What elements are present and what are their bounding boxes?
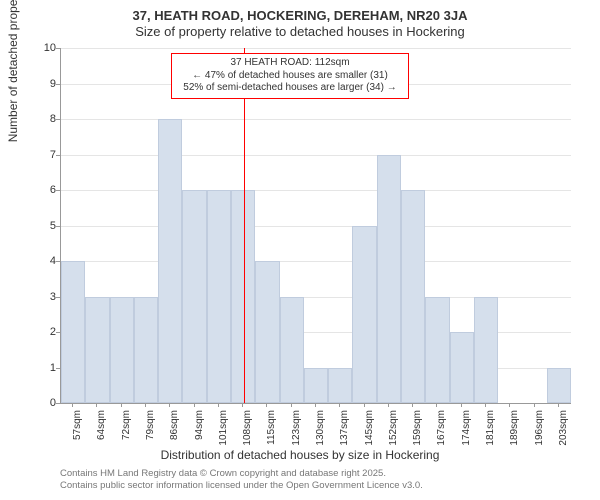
histogram-bar — [231, 190, 255, 403]
y-tick-mark — [56, 190, 60, 191]
callout-line: 37 HEATH ROAD: 112sqm — [178, 57, 402, 70]
x-tick-mark — [121, 403, 122, 407]
x-tick-label: 101sqm — [218, 410, 229, 450]
callout-line: ← 47% of detached houses are smaller (31… — [178, 70, 402, 83]
x-tick-label: 145sqm — [364, 410, 375, 450]
x-tick-label: 57sqm — [72, 410, 83, 450]
x-tick-mark — [72, 403, 73, 407]
histogram-bar — [207, 190, 231, 403]
x-tick-mark — [339, 403, 340, 407]
chart-footer: Contains HM Land Registry data © Crown c… — [60, 468, 423, 492]
histogram-bar — [158, 119, 182, 403]
x-tick-mark — [412, 403, 413, 407]
x-tick-mark — [509, 403, 510, 407]
y-tick-mark — [56, 403, 60, 404]
histogram-bar — [255, 261, 279, 403]
histogram-bar — [328, 368, 352, 404]
x-tick-label: 72sqm — [121, 410, 132, 450]
x-tick-mark — [242, 403, 243, 407]
footer-line-2: Contains public sector information licen… — [60, 480, 423, 492]
histogram-bar — [61, 261, 85, 403]
x-tick-mark — [194, 403, 195, 407]
x-tick-mark — [388, 403, 389, 407]
reference-line — [244, 48, 245, 403]
histogram-bar — [304, 368, 328, 404]
x-tick-label: 86sqm — [169, 410, 180, 450]
gridline — [61, 119, 571, 120]
histogram-bar — [352, 226, 376, 404]
x-tick-label: 94sqm — [194, 410, 205, 450]
x-tick-label: 167sqm — [436, 410, 447, 450]
y-tick-mark — [56, 84, 60, 85]
histogram-bar — [85, 297, 109, 404]
histogram-bar — [280, 297, 304, 404]
histogram-bar — [401, 190, 425, 403]
gridline — [61, 190, 571, 191]
footer-line-1: Contains HM Land Registry data © Crown c… — [60, 468, 423, 480]
gridline — [61, 261, 571, 262]
x-tick-label: 152sqm — [388, 410, 399, 450]
y-tick-mark — [56, 261, 60, 262]
x-axis-label: Distribution of detached houses by size … — [0, 448, 600, 462]
x-tick-mark — [291, 403, 292, 407]
gridline — [61, 48, 571, 49]
x-tick-mark — [461, 403, 462, 407]
x-tick-label: 64sqm — [96, 410, 107, 450]
x-tick-mark — [485, 403, 486, 407]
callout-box: 37 HEATH ROAD: 112sqm← 47% of detached h… — [171, 53, 409, 99]
histogram-bar — [377, 155, 401, 404]
x-tick-label: 159sqm — [412, 410, 423, 450]
x-tick-mark — [145, 403, 146, 407]
x-tick-mark — [364, 403, 365, 407]
x-tick-label: 137sqm — [339, 410, 350, 450]
gridline — [61, 226, 571, 227]
histogram-bar — [134, 297, 158, 404]
x-tick-label: 174sqm — [461, 410, 472, 450]
y-tick-mark — [56, 332, 60, 333]
y-tick-label: 10 — [44, 42, 56, 54]
x-tick-mark — [315, 403, 316, 407]
y-tick-mark — [56, 226, 60, 227]
histogram-bar — [450, 332, 474, 403]
histogram-bar — [182, 190, 206, 403]
callout-line: 52% of semi-detached houses are larger (… — [178, 82, 402, 95]
y-tick-mark — [56, 297, 60, 298]
x-tick-label: 108sqm — [242, 410, 253, 450]
x-tick-label: 79sqm — [145, 410, 156, 450]
histogram-bar — [110, 297, 134, 404]
x-tick-mark — [169, 403, 170, 407]
chart-plot-area: 37 HEATH ROAD: 112sqm← 47% of detached h… — [60, 48, 571, 404]
chart-subtitle: Size of property relative to detached ho… — [0, 24, 600, 42]
x-tick-mark — [218, 403, 219, 407]
x-tick-label: 196sqm — [534, 410, 545, 450]
x-tick-mark — [96, 403, 97, 407]
y-tick-mark — [56, 119, 60, 120]
x-tick-label: 115sqm — [266, 410, 277, 450]
x-tick-mark — [558, 403, 559, 407]
x-tick-label: 130sqm — [315, 410, 326, 450]
x-tick-mark — [436, 403, 437, 407]
x-tick-label: 181sqm — [485, 410, 496, 450]
y-tick-mark — [56, 368, 60, 369]
chart-title: 37, HEATH ROAD, HOCKERING, DEREHAM, NR20… — [0, 0, 600, 24]
y-tick-mark — [56, 48, 60, 49]
x-tick-label: 189sqm — [509, 410, 520, 450]
x-tick-mark — [266, 403, 267, 407]
y-tick-mark — [56, 155, 60, 156]
histogram-bar — [474, 297, 498, 404]
x-tick-label: 203sqm — [558, 410, 569, 450]
x-tick-mark — [534, 403, 535, 407]
chart-container: 37, HEATH ROAD, HOCKERING, DEREHAM, NR20… — [0, 0, 600, 500]
histogram-bar — [547, 368, 571, 404]
x-tick-label: 123sqm — [291, 410, 302, 450]
y-axis-label: Number of detached properties — [6, 0, 20, 142]
histogram-bar — [425, 297, 449, 404]
gridline — [61, 155, 571, 156]
